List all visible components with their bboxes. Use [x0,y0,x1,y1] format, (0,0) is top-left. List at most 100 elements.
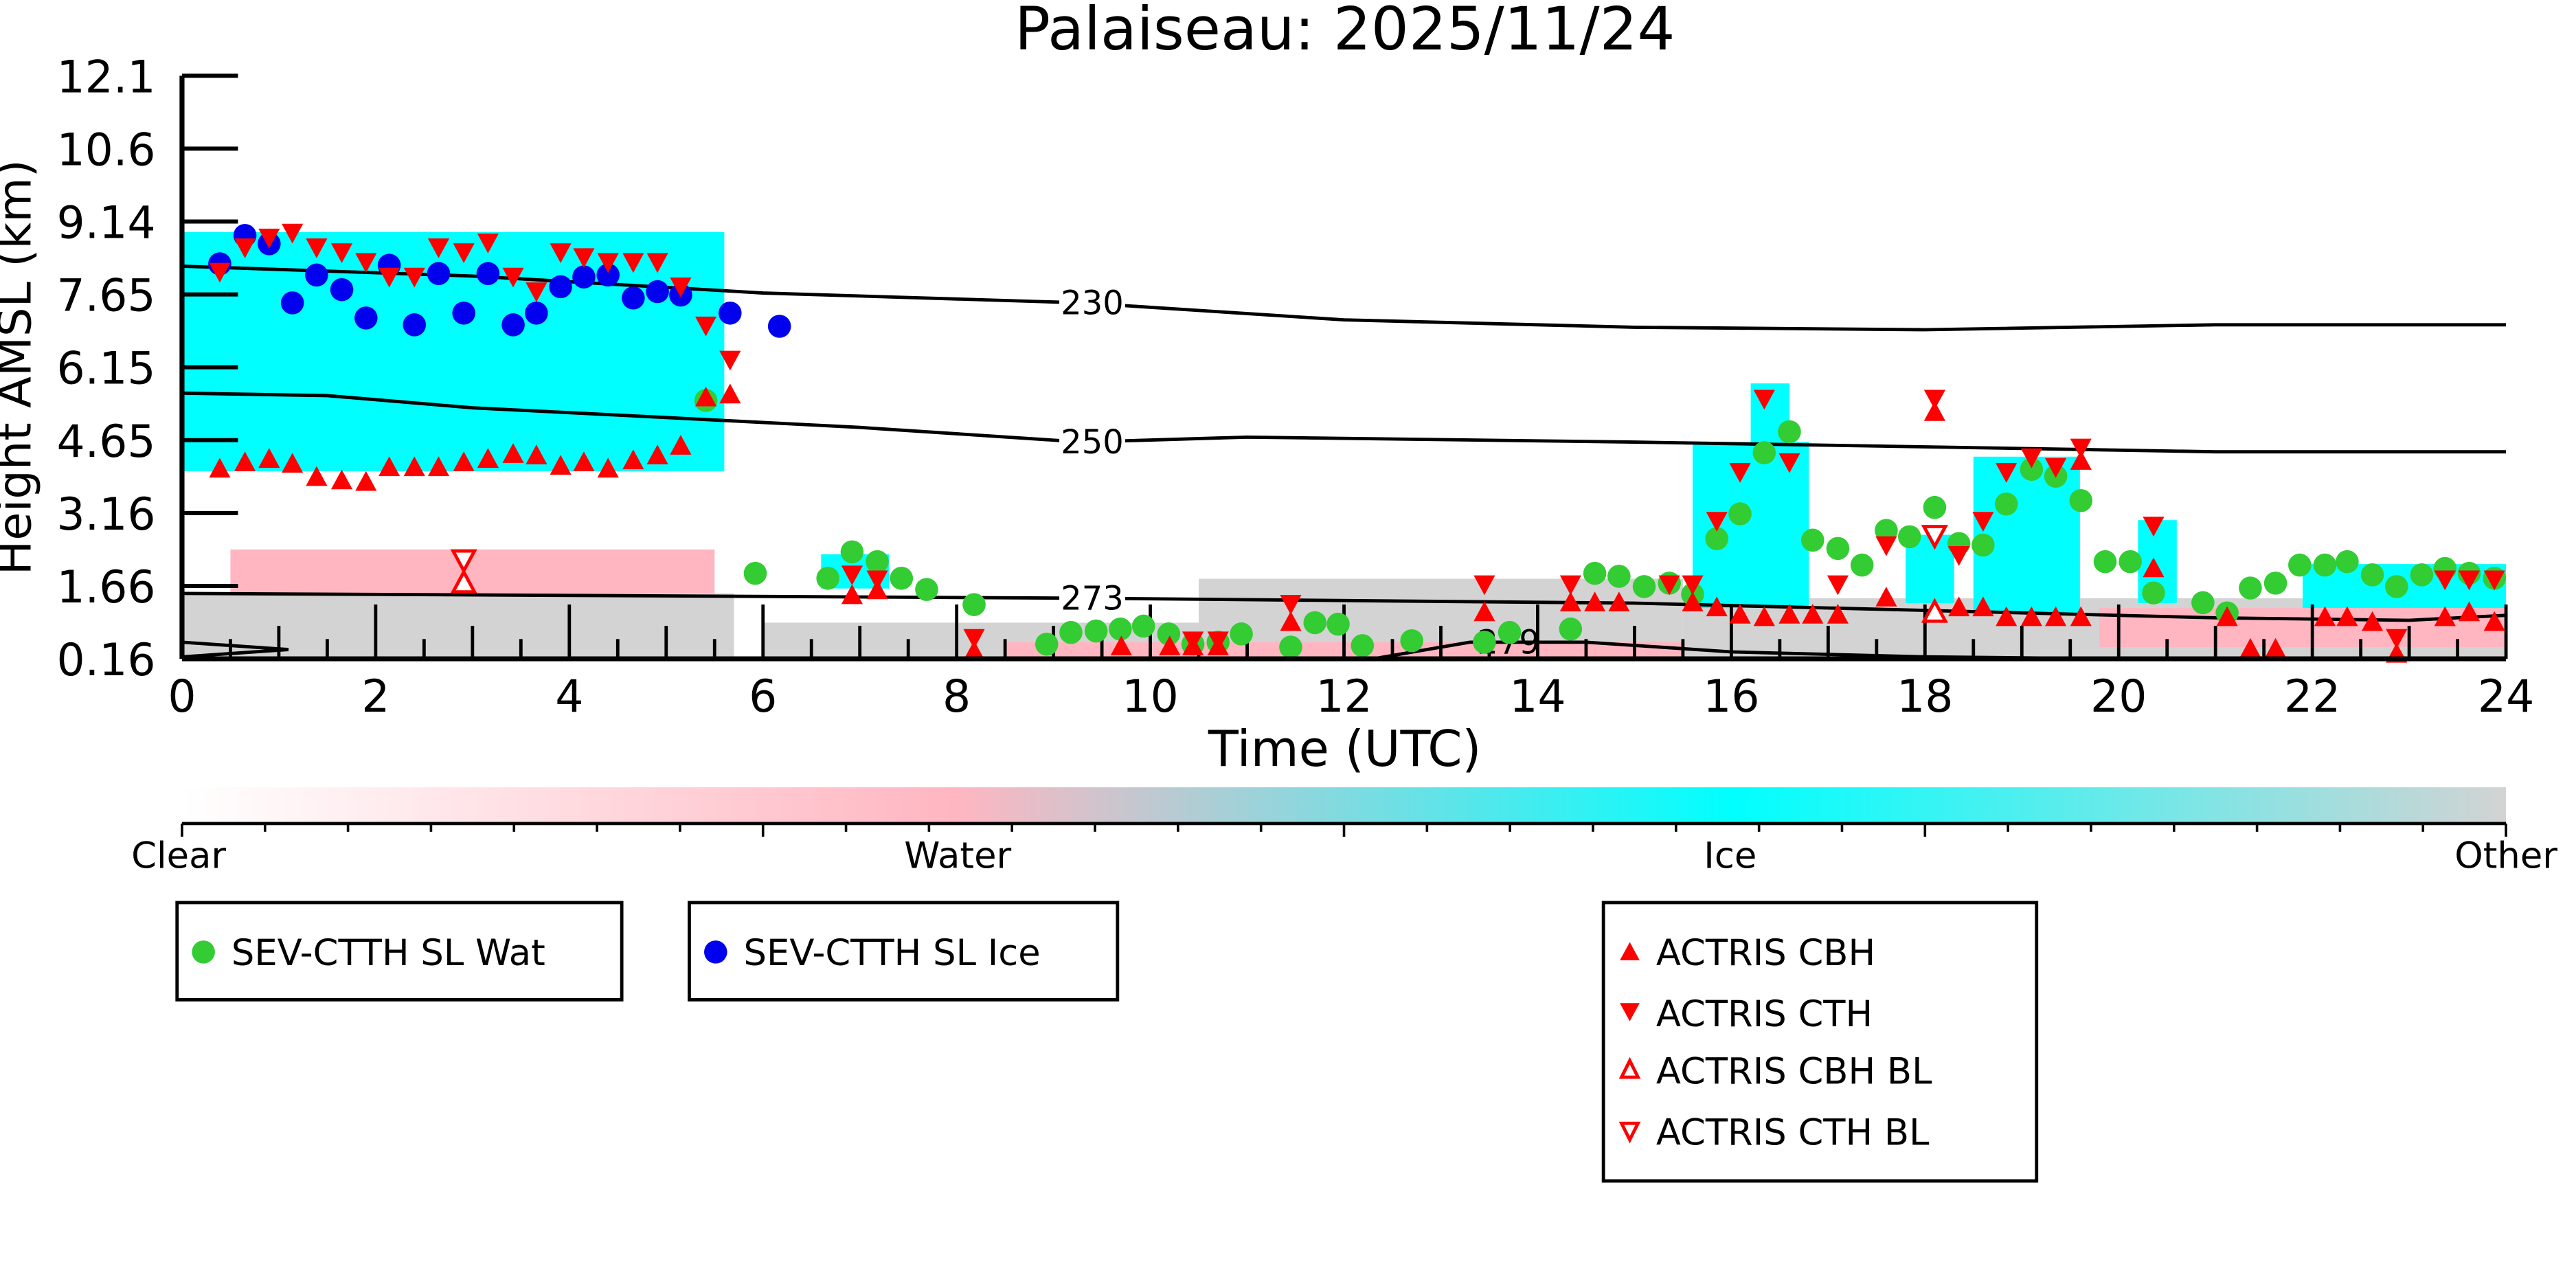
y-axis-label: Height AMSL (km) [0,159,41,575]
isotherm-fragment [181,640,289,659]
marker-sev-ctth-sl-wat [1632,575,1656,598]
isotherm-label: 230 [1061,284,1124,323]
legend-label: ACTRIS CTH [1656,993,1873,1035]
x-tick-label: 6 [749,671,777,723]
marker-actris-cbh [841,584,863,605]
marker-sev-ctth-sl-wat [2288,553,2312,577]
marker-actris-cbh [2361,611,2384,631]
marker-sev-ctth-sl-ice [549,275,572,299]
colorbar-label-ice: Ice [1704,835,1756,877]
x-tick-label: 18 [1897,671,1953,723]
marker-actris-cbh [1682,591,1704,612]
marker-actris-cbh [1875,587,1897,607]
marker-sev-ctth-sl-wat [2093,550,2117,574]
marker-sev-ctth-sl-ice [622,286,645,310]
marker-sev-ctth-sl-wat [2069,488,2093,512]
marker-actris-cbh [573,451,595,472]
marker-sev-ctth-sl-wat [2313,553,2337,577]
marker-sev-ctth-sl-wat [1923,495,1947,519]
marker-actris-cbh [2070,450,2092,470]
y-tick-label: 1.66 [56,562,155,613]
legend-label: ACTRIS CTH BL [1656,1111,1930,1153]
y-tick-label: 6.15 [56,343,155,395]
marker-actris-cbh [1584,591,1606,612]
x-tick-label: 22 [2284,671,2340,723]
marker-actris-cbh-bl [450,568,477,594]
marker-actris-cbh [1473,601,1495,622]
marker-actris-cth [306,238,328,258]
marker-actris-cth [209,262,231,283]
marker-actris-cth [963,629,985,649]
marker-actris-cth [2483,570,2505,591]
marker-actris-cbh [526,444,547,465]
legend-wat: SEV-CTTH SL Wat [175,901,624,1002]
marker-sev-ctth-sl-ice [305,263,328,287]
marker-actris-cth [1948,545,1970,566]
marker-sev-ctth-sl-wat [1705,527,1729,550]
marker-sev-ctth-sl-wat [1109,617,1132,641]
marker-sev-ctth-sl-wat [915,578,938,601]
marker-actris-cbh [379,456,400,477]
marker-actris-cbh [1706,596,1728,617]
marker-actris-cth-bl [1921,525,1949,550]
marker-sev-ctth-sl-wat [1559,617,1583,641]
legend-ice: SEV-CTTH SL Ice [688,901,1120,1002]
marker-sev-ctth-sl-wat [1157,622,1181,646]
marker-sev-ctth-sl-wat [1583,561,1607,585]
marker-actris-cth [670,277,692,297]
marker-sev-ctth-sl-wat [2142,581,2165,605]
marker-sev-ctth-sl-wat [2360,563,2384,587]
x-tick-label: 10 [1122,671,1178,723]
marker-actris-cth [550,243,572,263]
marker-sev-ctth-sl-wat [743,561,767,585]
marker-actris-cth [2070,438,2092,459]
marker-actris-cth [1682,575,1704,596]
legend-marker-triangle-down-open [1618,1121,1641,1144]
marker-actris-cbh [2216,606,2238,626]
x-tick-label: 24 [2478,671,2534,723]
marker-sev-ctth-sl-wat [1752,441,1776,464]
marker-sev-ctth-sl-wat [2119,550,2142,574]
marker-sev-ctth-sl-wat [1230,622,1253,646]
marker-actris-cth [477,234,499,253]
marker-sev-ctth-sl-wat [2239,576,2262,600]
legend-actris: ACTRIS CBH ACTRIS CTH ACTRIS CBH BL ACTR… [1601,901,2039,1183]
marker-actris-cth [2434,570,2456,591]
marker-actris-cbh [2070,606,2092,626]
marker-actris-cbh [453,451,475,472]
marker-actris-cth [1473,575,1495,596]
x-axis-label: Time (UTC) [1208,720,1482,778]
marker-actris-cbh [1827,604,1849,624]
marker-sev-ctth-sl-wat [1326,612,1350,636]
marker-sev-ctth-sl-wat [962,593,986,616]
legend-marker-triangle-down [1620,1003,1640,1021]
marker-sev-ctth-sl-wat [1131,614,1155,638]
marker-actris-cbh [1159,635,1181,656]
marker-actris-cbh [719,383,741,404]
marker-actris-cbh [2483,611,2505,631]
y-tick-label: 10.6 [56,124,155,176]
marker-actris-cth [379,267,400,288]
marker-sev-ctth-sl-ice [719,301,742,325]
marker-sev-ctth-sl-wat [1084,619,1108,643]
marker-actris-cbh [2045,606,2067,626]
marker-sev-ctth-sl-ice [427,262,451,285]
isotherm-label-bg [1059,581,1125,615]
marker-sev-ctth-sl-ice [572,265,596,289]
marker-sev-ctth-sl-wat [1279,635,1302,659]
marker-actris-cth [1729,463,1751,483]
marker-actris-cbh [209,457,231,478]
marker-actris-cbh [330,469,353,490]
marker-actris-cth [234,238,256,258]
marker-actris-cth [403,267,425,288]
marker-sev-ctth-sl-ice [525,301,548,325]
legend-marker-triangle-up-open [1618,1057,1641,1079]
marker-actris-cth [1559,575,1581,596]
marker-sev-ctth-sl-wat [2191,591,2215,615]
y-tick-label: 0.16 [56,635,155,686]
chart-title: Palaiseau: 2025/11/24 [1015,0,1675,64]
marker-actris-cth [573,248,595,269]
marker-sev-ctth-sl-ice [501,313,525,337]
marker-actris-cth [355,253,377,273]
marker-actris-cbh [1182,635,1204,656]
